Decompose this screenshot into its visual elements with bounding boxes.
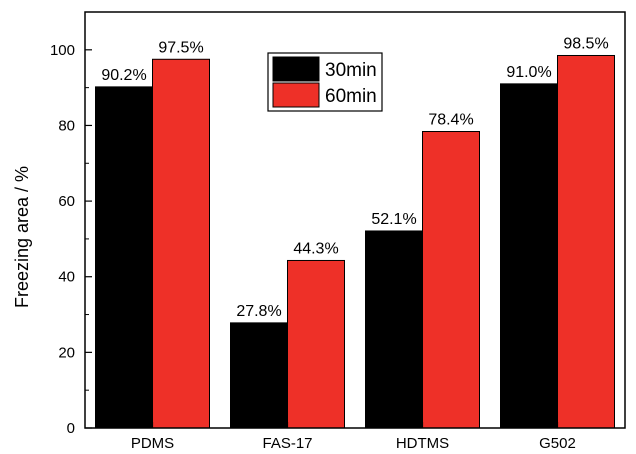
bar-30min-G502 xyxy=(500,83,558,429)
data-label-30min-FAS-17: 27.8% xyxy=(236,303,281,320)
x-category-label: PDMS xyxy=(131,435,174,452)
x-category-label: HDTMS xyxy=(396,435,449,452)
data-label-30min-G502: 91.0% xyxy=(506,64,551,81)
y-axis-title: Freezing area / % xyxy=(12,166,32,308)
legend-swatch-60min xyxy=(272,82,320,108)
bar-60min-FAS-17 xyxy=(287,259,345,429)
y-tick-label: 40 xyxy=(58,269,75,286)
y-tick-label: 60 xyxy=(58,193,75,210)
y-axis-ticks: 0 20 40 60 80 100 xyxy=(50,42,559,437)
data-label-60min-PDMS: 97.5% xyxy=(158,39,203,56)
data-label-60min-G502: 98.5% xyxy=(563,35,608,52)
data-label-60min-HDTMS: 78.4% xyxy=(428,112,473,129)
data-label-60min-FAS-17: 44.3% xyxy=(293,240,338,257)
y-tick-label: 80 xyxy=(58,117,75,134)
y-tick-label: 100 xyxy=(50,42,75,59)
x-category-label: G502 xyxy=(539,435,576,452)
y-tick-label: 20 xyxy=(58,344,75,361)
x-axis-category-labels: PDMS FAS-17 HDTMS G502 xyxy=(131,435,576,452)
data-labels: 90.2% 97.5% 27.8% 44.3% 52.1% 78.4% 91.0% 98.5% xyxy=(101,35,608,319)
legend-label-30min: 30min xyxy=(325,60,377,81)
y-tick-label: 0 xyxy=(67,420,75,437)
legend-label-60min: 60min xyxy=(325,86,377,107)
bar-60min-PDMS xyxy=(152,58,210,429)
data-label-30min-PDMS: 90.2% xyxy=(101,67,146,84)
legend-swatch-30min xyxy=(272,56,320,82)
bar-30min-HDTMS xyxy=(365,230,423,429)
bars-layer xyxy=(95,54,615,429)
legend: 30min 60min xyxy=(267,52,383,112)
bar-30min-FAS-17 xyxy=(230,322,288,429)
data-label-30min-HDTMS: 52.1% xyxy=(371,211,416,228)
bar-60min-HDTMS xyxy=(422,131,480,429)
x-category-label: FAS-17 xyxy=(262,435,312,452)
plot-frame xyxy=(84,11,626,429)
bar-60min-G502 xyxy=(557,54,615,429)
bar-30min-PDMS xyxy=(95,86,153,429)
